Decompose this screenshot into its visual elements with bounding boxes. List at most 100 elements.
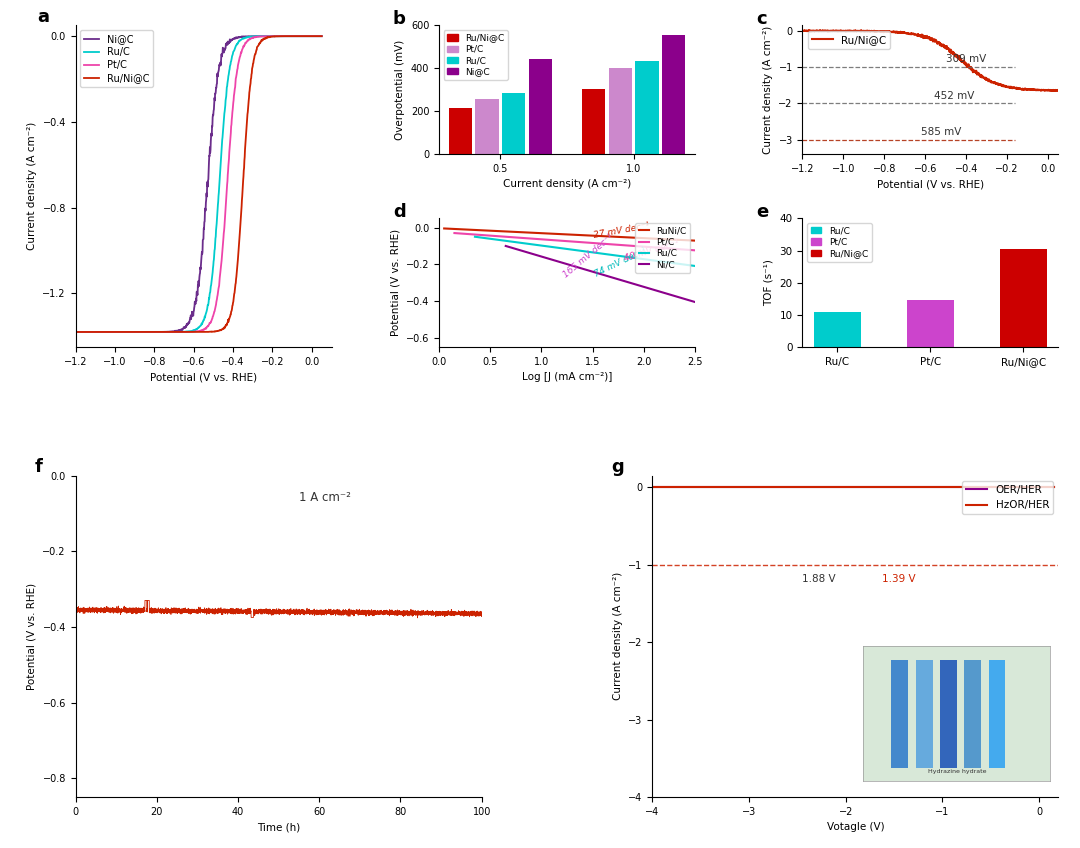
RuNi/C — [638, 233, 651, 243]
X-axis label: Potential (V vs. RHE): Potential (V vs. RHE) — [877, 179, 984, 189]
Bar — [662, 35, 686, 154]
Ni/C — [622, 277, 635, 287]
Line: Ni@C: Ni@C — [76, 36, 322, 332]
HzOR/HER — [1048, 483, 1061, 493]
Bar — [907, 300, 954, 347]
Pt/C — [502, 232, 515, 242]
Legend: Ru/Ni@C, Pt/C, Ru/C, Ni@C: Ru/Ni@C, Pt/C, Ru/C, Ni@C — [444, 30, 508, 80]
HzOR/HER — [920, 483, 933, 493]
Text: g: g — [611, 459, 624, 477]
HzOR/HER — [683, 483, 696, 493]
OER/HER — [964, 483, 977, 493]
Ru/C — [564, 244, 577, 254]
Text: 452 mV: 452 mV — [933, 91, 974, 101]
Ru/Ni@C — [831, 25, 843, 36]
Ru/Ni@C — [281, 31, 294, 42]
Bar — [635, 61, 659, 154]
Ru/C — [595, 248, 608, 259]
Text: c: c — [756, 10, 767, 28]
Ni@C — [256, 31, 269, 42]
Text: 165 mV dec⁻¹: 165 mV dec⁻¹ — [562, 232, 616, 279]
X-axis label: Log [J (mA cm⁻²)]: Log [J (mA cm⁻²)] — [522, 372, 612, 382]
OER/HER — [806, 483, 819, 493]
Pt/C — [581, 237, 594, 248]
Ru/Ni@C — [1048, 86, 1061, 96]
Ni@C — [226, 35, 239, 45]
Line: Pt/C: Pt/C — [455, 233, 694, 250]
Ru/C — [315, 31, 328, 42]
OER/HER — [683, 483, 696, 493]
OER/HER — [640, 483, 653, 493]
Pt/C — [69, 326, 82, 337]
Pt/C — [281, 31, 294, 42]
Ni/C — [515, 245, 528, 255]
Ru/Ni@C — [212, 326, 225, 336]
Bar — [475, 99, 499, 154]
Text: e: e — [756, 203, 769, 221]
Ru/C — [256, 31, 269, 42]
OER/HER — [1048, 483, 1061, 493]
Pt/C — [688, 245, 701, 255]
RuNi/C — [658, 234, 671, 244]
RuNi/C — [688, 236, 701, 246]
Y-axis label: TOF (s⁻¹): TOF (s⁻¹) — [764, 259, 774, 306]
Text: 74 mV dec⁻¹: 74 mV dec⁻¹ — [593, 246, 648, 279]
Ru/C — [84, 326, 97, 337]
Pt/C — [256, 31, 269, 42]
Text: 309 mV: 309 mV — [946, 54, 986, 64]
Line: Ru/C: Ru/C — [76, 36, 322, 332]
Ru/C — [281, 31, 294, 42]
Ni@C — [281, 31, 294, 42]
Legend: OER/HER, HzOR/HER: OER/HER, HzOR/HER — [962, 481, 1053, 515]
Line: Pt/C: Pt/C — [76, 36, 322, 332]
X-axis label: Time (h): Time (h) — [257, 823, 300, 833]
Pt/C — [226, 107, 239, 117]
Y-axis label: Current density (A cm⁻²): Current density (A cm⁻²) — [612, 572, 623, 700]
Text: 1 A cm⁻²: 1 A cm⁻² — [299, 491, 351, 505]
Text: a: a — [37, 8, 50, 26]
Ni@C — [212, 66, 225, 76]
Line: RuNi/C: RuNi/C — [444, 228, 694, 241]
RuNi/C — [640, 233, 653, 243]
Ni@C — [315, 31, 328, 42]
Text: b: b — [393, 10, 406, 28]
RuNi/C — [437, 223, 450, 233]
Ni/C — [688, 297, 701, 307]
Line: Ni/C: Ni/C — [505, 246, 694, 302]
HzOR/HER — [820, 483, 833, 493]
Pt/C — [670, 244, 683, 254]
Ru/Ni@C — [84, 326, 97, 337]
Legend: Ru/Ni@C: Ru/Ni@C — [808, 31, 890, 49]
Text: 40 mV dec⁻¹: 40 mV dec⁻¹ — [623, 238, 680, 263]
RuNi/C — [589, 231, 602, 241]
Bar — [502, 93, 525, 154]
Ru/Ni@C — [1052, 85, 1065, 95]
Ru/Ni@C — [218, 322, 231, 332]
Text: 27 mV dec⁻¹: 27 mV dec⁻¹ — [593, 221, 650, 240]
Bar — [528, 59, 552, 154]
X-axis label: Current density (A cm⁻²): Current density (A cm⁻²) — [503, 179, 631, 189]
Ru/Ni@C — [821, 25, 834, 36]
Text: d: d — [393, 203, 406, 221]
Pt/C — [603, 239, 616, 249]
OER/HER — [958, 483, 971, 493]
Ru/C — [218, 103, 231, 114]
RuNi/C — [676, 235, 689, 245]
Ni/C — [499, 241, 512, 251]
Ni/C — [664, 290, 677, 300]
Ru/Ni@C — [315, 31, 328, 42]
Y-axis label: Current density (A cm⁻²): Current density (A cm⁻²) — [27, 122, 37, 250]
Bar — [582, 89, 606, 154]
Pt/C — [84, 326, 97, 337]
Ru/C — [69, 326, 82, 337]
Y-axis label: Potential (V vs. RHE): Potential (V vs. RHE) — [390, 229, 401, 336]
Text: f: f — [35, 459, 43, 477]
Bar — [1000, 249, 1047, 347]
Ni@C — [218, 45, 231, 55]
Legend: RuNi/C, Pt/C, Ru/C, Ni/C: RuNi/C, Pt/C, Ru/C, Ni/C — [635, 223, 690, 273]
OER/HER — [820, 483, 833, 493]
Line: Ru/C: Ru/C — [475, 237, 694, 266]
Ru/Ni@C — [876, 26, 889, 36]
Ru/C — [226, 50, 239, 60]
Ru/Ni@C — [926, 34, 939, 44]
